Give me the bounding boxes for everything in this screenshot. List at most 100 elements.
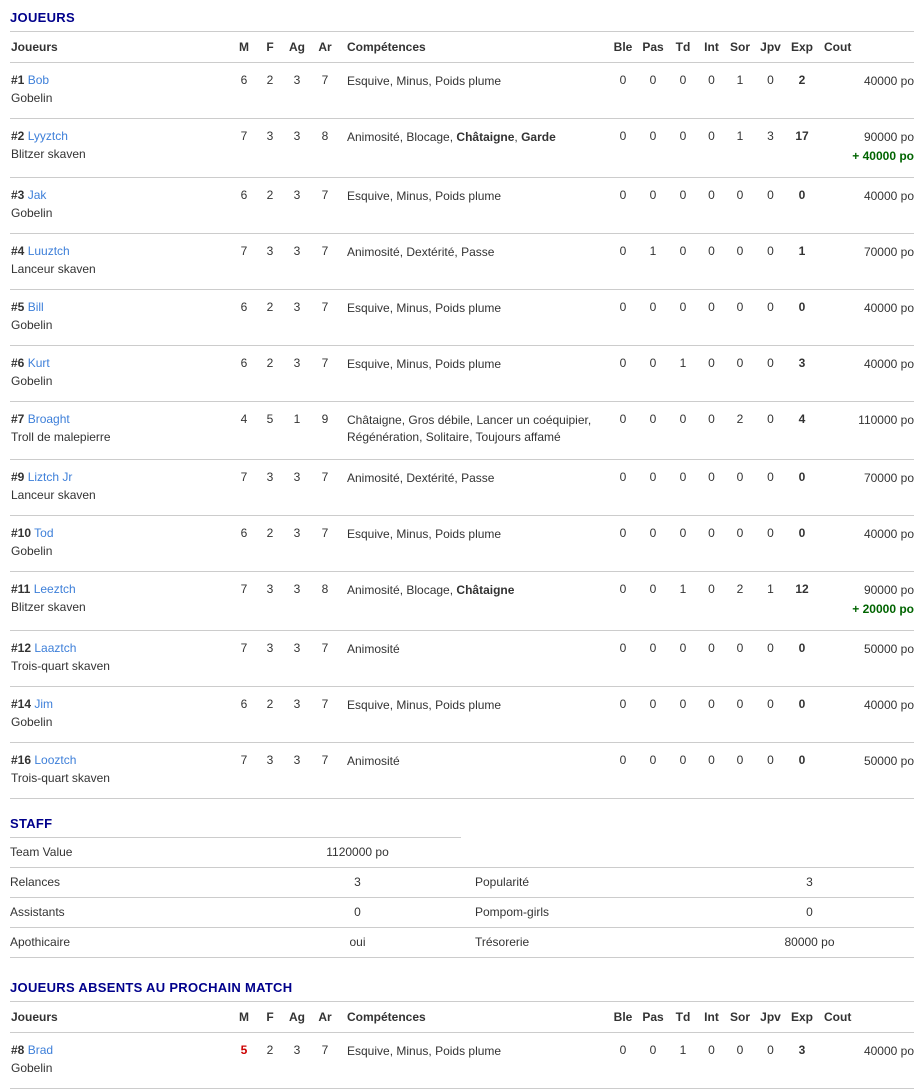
player-number: #14 xyxy=(11,697,32,711)
skill: Minus xyxy=(396,189,429,203)
stat-ble: 0 xyxy=(608,630,638,687)
cost-value: 40000 po xyxy=(863,189,914,203)
staff-label: Relances xyxy=(10,867,240,898)
staff-title-rule xyxy=(10,837,461,838)
stat-ag: 3 xyxy=(283,118,311,178)
cost-cell: 110000 po xyxy=(818,401,914,460)
column-header-comp-tences: Compétences xyxy=(339,32,608,63)
player-cell: #2 Lyyztch Blitzer skaven xyxy=(10,118,231,178)
stat-m-value: 6 xyxy=(240,73,248,87)
stat-sor: 1 xyxy=(725,62,755,119)
stat-ar-value: 9 xyxy=(321,412,329,426)
player-position: Trois-quart skaven xyxy=(11,771,110,785)
stat-ar-value: 7 xyxy=(321,753,329,767)
skills-cell: Animosité xyxy=(339,630,608,687)
stat-ag-value: 3 xyxy=(293,753,301,767)
player-name-link[interactable]: Luuztch xyxy=(27,244,70,258)
player-name-link[interactable]: Looztch xyxy=(34,753,77,767)
stat-ag: 3 xyxy=(283,289,311,346)
stat-ble: 0 xyxy=(608,345,638,402)
stat-exp: 3 xyxy=(786,1032,818,1089)
player-name-link[interactable]: Liztch Jr xyxy=(27,470,73,484)
stat-sor: 0 xyxy=(725,630,755,687)
stat-ar-value: 7 xyxy=(321,300,329,314)
stat-jpv: 0 xyxy=(755,1032,786,1089)
player-name-link[interactable]: Bob xyxy=(27,73,50,87)
stat-ag-value: 3 xyxy=(293,697,301,711)
staff-row: Team Value 1120000 po xyxy=(10,838,914,868)
stat-jpv: 0 xyxy=(755,289,786,346)
player-name-link[interactable]: Laaztch xyxy=(34,641,77,655)
stat-td: 0 xyxy=(668,630,698,687)
cost-value: 90000 po xyxy=(863,130,914,144)
player-cell: #16 Looztch Trois-quart skaven xyxy=(10,742,231,799)
cost-cell: 40000 po xyxy=(818,686,914,743)
stat-exp: 1 xyxy=(786,233,818,290)
table-row: #4 Luuztch Lanceur skaven 7 3 3 7 Animosité, D… xyxy=(10,233,914,290)
player-name-link[interactable]: Broaght xyxy=(27,412,70,426)
stat-ar: 7 xyxy=(311,515,339,572)
stat-pas: 0 xyxy=(638,289,668,346)
stat-sor: 2 xyxy=(725,571,755,631)
staff-value: oui xyxy=(240,927,475,958)
skill: Blocage xyxy=(406,583,450,597)
stat-ar: 7 xyxy=(311,177,339,234)
staff-label xyxy=(475,838,705,868)
skill: Animosité xyxy=(347,130,400,144)
skill: Châtaigne xyxy=(456,583,515,597)
stat-jpv: 3 xyxy=(755,118,786,178)
stat-f: 3 xyxy=(257,571,283,631)
player-name-link[interactable]: Leeztch xyxy=(33,582,76,596)
player-name-link[interactable]: Lyyztch xyxy=(27,129,68,143)
table-row: #10 Tod Gobelin 6 2 3 7 Esquive, Minus, Poids … xyxy=(10,515,914,572)
skill: Esquive xyxy=(347,527,390,541)
stat-exp: 0 xyxy=(786,742,818,799)
player-name-link[interactable]: Jim xyxy=(34,697,54,711)
stat-f: 2 xyxy=(257,177,283,234)
player-name-link[interactable]: Tod xyxy=(34,526,54,540)
stat-exp: 0 xyxy=(786,630,818,687)
column-header-sor: Sor xyxy=(725,1002,755,1033)
stat-td: 0 xyxy=(668,233,698,290)
stat-m: 4 xyxy=(231,401,257,460)
stat-jpv: 0 xyxy=(755,742,786,799)
absent-players-table: Joueurs M F Ag Ar Compétences Ble Pas Td Int Sor Jp… xyxy=(10,1002,914,1089)
cost-value: 90000 po xyxy=(863,583,914,597)
skill: Gros débile xyxy=(408,413,470,427)
stat-f-value: 2 xyxy=(266,73,274,87)
player-name-link[interactable]: Bill xyxy=(27,300,44,314)
stat-ag-value: 3 xyxy=(293,188,301,202)
stat-ag: 3 xyxy=(283,686,311,743)
skill: Animosité xyxy=(347,583,400,597)
stat-int: 0 xyxy=(698,401,725,460)
cost-cell: 50000 po xyxy=(818,630,914,687)
skills-cell: Esquive, Minus, Poids plume xyxy=(339,515,608,572)
stat-int: 0 xyxy=(698,345,725,402)
stat-ar-value: 7 xyxy=(321,73,329,87)
skill: Animosité xyxy=(347,642,400,656)
column-header-m: M xyxy=(231,1002,257,1033)
column-header-comp-tences: Compétences xyxy=(339,1002,608,1033)
player-number: #12 xyxy=(11,641,32,655)
stat-ag: 1 xyxy=(283,401,311,460)
player-cell: #11 Leeztch Blitzer skaven xyxy=(10,571,231,631)
player-cell: #6 Kurt Gobelin xyxy=(10,345,231,402)
player-name-link[interactable]: Brad xyxy=(27,1043,54,1057)
player-name-link[interactable]: Jak xyxy=(27,188,47,202)
table-row: #8 Brad Gobelin 5 2 3 7 Esquive, Minus, Poids … xyxy=(10,1032,914,1089)
stat-pas: 0 xyxy=(638,630,668,687)
skill: Poids plume xyxy=(435,74,502,88)
stat-pas: 0 xyxy=(638,1032,668,1089)
stat-sor: 0 xyxy=(725,515,755,572)
skill: Lancer un coéquipier xyxy=(476,413,588,427)
stat-f-value: 2 xyxy=(266,697,274,711)
skill: Animosité xyxy=(347,754,400,768)
staff-value xyxy=(705,838,914,868)
stat-f-value: 3 xyxy=(266,129,274,143)
skills-cell: Esquive, Minus, Poids plume xyxy=(339,289,608,346)
cost-cell: 40000 po xyxy=(818,177,914,234)
skill: Esquive xyxy=(347,1044,390,1058)
stat-m-value: 7 xyxy=(240,244,248,258)
player-name-link[interactable]: Kurt xyxy=(27,356,50,370)
stat-sor: 0 xyxy=(725,289,755,346)
